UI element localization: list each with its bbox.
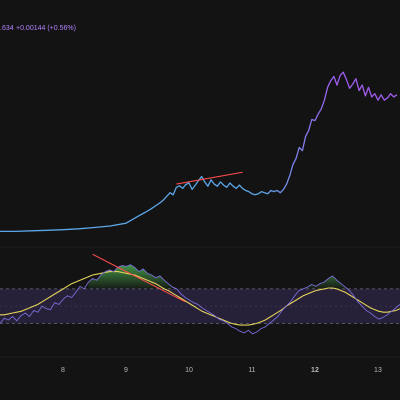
price-change: +0.00144 (+0.56%) — [16, 25, 76, 32]
x-tick-label: 13 — [374, 367, 382, 374]
x-tick-label: 9 — [124, 367, 128, 374]
price-divergence-line — [176, 171, 243, 185]
price-value-fragment: .634 — [0, 25, 14, 32]
oscillator-line — [0, 264, 400, 335]
x-axis: 8 9 10 11 12 13 — [61, 367, 382, 374]
oscillator-signal-line — [0, 271, 400, 326]
x-tick-label: 8 — [61, 367, 65, 374]
price-line — [0, 71, 398, 233]
oscillator-pane[interactable] — [0, 253, 400, 335]
oscillator-divergence-line — [92, 253, 186, 303]
x-tick-label: 10 — [185, 367, 193, 374]
x-tick-label: 11 — [248, 367, 255, 374]
x-tick-label: 12 — [311, 367, 319, 374]
price-pane[interactable] — [0, 71, 398, 233]
